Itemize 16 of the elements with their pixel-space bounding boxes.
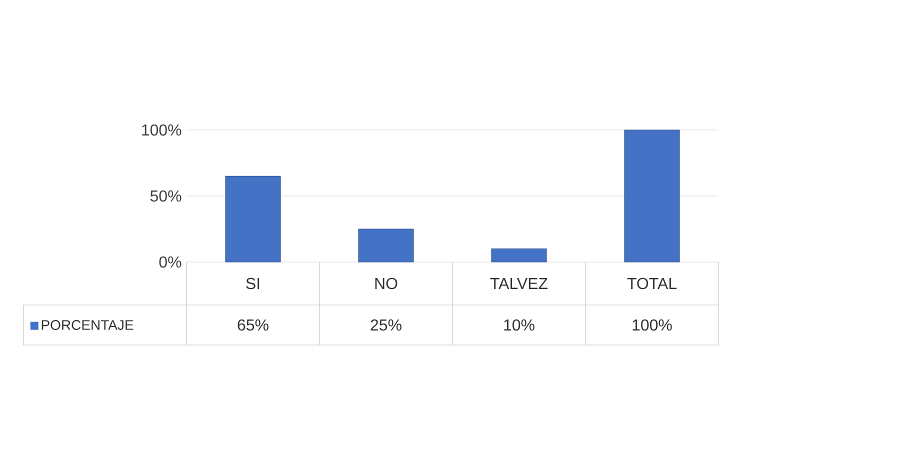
x-tick-label: NO [375, 278, 398, 290]
y-tick-label: 50% [150, 190, 182, 202]
legend-label: PORCENTAJE [42, 320, 134, 330]
y-tick-label: 100% [142, 124, 182, 136]
data-label: 100% [632, 319, 672, 331]
data-label: 10% [504, 319, 534, 331]
data-label: 25% [370, 319, 402, 331]
bar [358, 228, 414, 262]
x-tick-label: TOTAL [627, 278, 677, 290]
data-label: 65% [238, 319, 268, 331]
bar [225, 176, 281, 262]
x-tick-label: SI [246, 278, 260, 290]
y-tick-label: 0% [159, 256, 182, 268]
bar [624, 130, 680, 262]
x-tick-label: TALVEZ [490, 278, 548, 289]
bar [491, 248, 547, 262]
